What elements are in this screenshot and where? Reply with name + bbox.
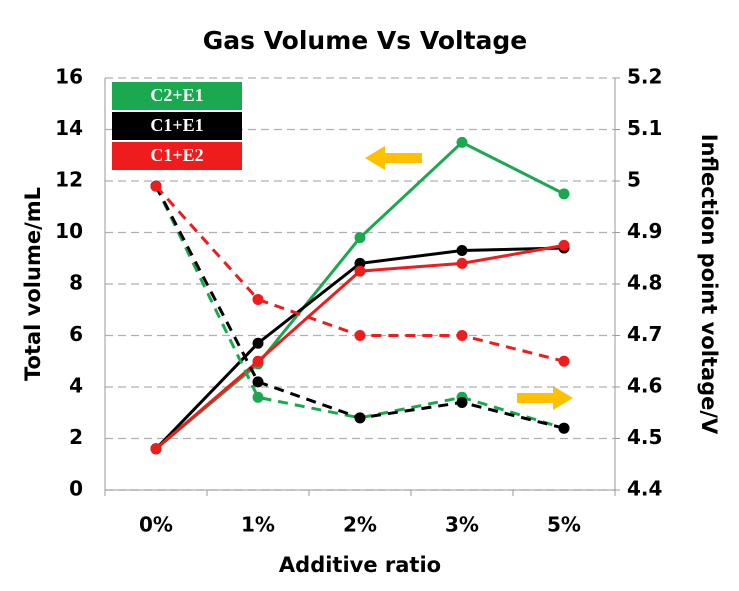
legend-label: C2+E1 xyxy=(150,85,203,105)
y2-tick-label: 4.5 xyxy=(627,425,662,449)
y2-tick-label: 4.8 xyxy=(627,271,662,295)
point xyxy=(558,239,570,251)
y-tick-label: 14 xyxy=(55,116,83,140)
y-tick-label: 0 xyxy=(69,477,83,501)
y-tick-label: 2 xyxy=(69,425,83,449)
series-line xyxy=(154,185,565,430)
arrow-left xyxy=(365,146,422,170)
point xyxy=(456,396,468,408)
legend-label: C1+E1 xyxy=(150,115,203,135)
point xyxy=(354,412,366,424)
y-tick-label: 12 xyxy=(55,168,83,192)
point xyxy=(354,330,366,341)
point xyxy=(456,257,468,269)
y2-axis-label: Inflection point voltage/V xyxy=(697,134,721,435)
x-tick-label: 3% xyxy=(445,513,479,537)
legend-swatch xyxy=(112,142,242,170)
y-tick-label: 16 xyxy=(55,65,83,89)
arrow-right xyxy=(517,386,573,410)
x-tick-label: 2% xyxy=(343,513,377,537)
point xyxy=(558,422,570,434)
point xyxy=(252,355,264,367)
chart-title: Gas Volume Vs Voltage xyxy=(203,26,528,55)
point xyxy=(456,136,468,148)
x-axis-label: Additive ratio xyxy=(279,553,441,577)
legend-swatch xyxy=(112,82,242,110)
y2-tick-label: 5.2 xyxy=(627,65,662,89)
y-axis-label: Total volume/mL xyxy=(21,187,45,381)
y-tick-label: 8 xyxy=(69,271,83,295)
point xyxy=(558,188,570,200)
point xyxy=(456,330,468,341)
x-tick-label: 1% xyxy=(241,513,275,537)
y-tick-label: 6 xyxy=(69,322,83,346)
point xyxy=(252,293,264,305)
point xyxy=(354,257,366,269)
y2-tick-label: 5 xyxy=(627,168,641,192)
series-line xyxy=(154,185,565,430)
point xyxy=(252,376,264,388)
y2-tick-label: 4.6 xyxy=(627,374,662,398)
y2-tick-label: 5.1 xyxy=(627,116,662,140)
legend-swatch xyxy=(112,112,242,140)
y-tick-label: 10 xyxy=(55,219,83,243)
point xyxy=(150,180,162,192)
point xyxy=(456,245,468,257)
legend-label: C1+E2 xyxy=(150,145,203,165)
series-line xyxy=(155,140,565,450)
y-tick-label: 4 xyxy=(69,374,83,398)
y2-tick-label: 4.4 xyxy=(627,477,662,501)
point xyxy=(354,232,366,244)
point xyxy=(252,337,264,349)
x-tick-label: 5% xyxy=(547,513,581,537)
point xyxy=(150,443,162,455)
point xyxy=(558,355,570,367)
point xyxy=(252,391,264,403)
y2-tick-label: 4.9 xyxy=(627,219,662,243)
point xyxy=(354,265,366,277)
x-tick-label: 0% xyxy=(139,513,173,537)
y2-tick-label: 4.7 xyxy=(627,322,662,346)
